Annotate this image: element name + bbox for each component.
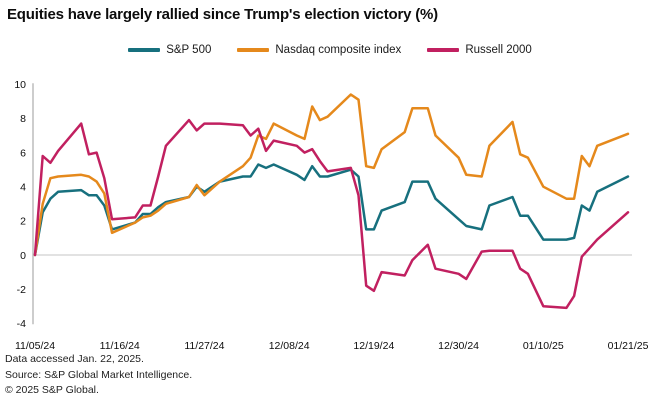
- series-lines: [33, 93, 630, 310]
- x-tick-label: 11/27/24: [184, 340, 224, 352]
- y-tick-label: 10: [14, 79, 26, 91]
- y-tick-label: 4: [20, 182, 26, 194]
- footnote-data-accessed: Data accessed Jan. 22, 2025.: [5, 353, 144, 365]
- chart-footnotes: Data accessed Jan. 22, 2025. Source: S&P…: [5, 352, 192, 399]
- x-tick-label: 01/10/25: [523, 340, 564, 352]
- y-tick-label: 0: [20, 250, 26, 262]
- legend-swatch-russell2000: [427, 48, 460, 52]
- x-tick-label: 12/08/24: [269, 340, 310, 352]
- y-tick-label: 6: [20, 147, 26, 159]
- x-tick-label: 12/19/24: [353, 340, 394, 352]
- sp500-line: [33, 163, 630, 257]
- y-tick-label: -4: [17, 318, 26, 330]
- x-tick-label: 01/21/25: [608, 340, 649, 352]
- chart-title: Equities have largely rallied since Trum…: [7, 6, 438, 23]
- legend-swatch-sp500: [128, 48, 161, 52]
- footnote-copyright: © 2025 S&P Global.: [5, 384, 99, 396]
- legend-item-russell2000: Russell 2000: [427, 44, 532, 56]
- x-tick-label: 11/16/24: [100, 340, 140, 352]
- x-tick-label: 11/05/24: [15, 340, 55, 352]
- y-axis-labels: 10 8 6 4 2 0 -2 -4: [14, 79, 26, 330]
- legend-label-sp500: S&P 500: [166, 44, 212, 56]
- x-axis-labels: 11/05/24 11/16/24 11/27/24 12/08/24 12/19/24…: [15, 340, 649, 352]
- y-tick-label: 2: [20, 216, 26, 228]
- chart-legend: S&P 500 Nasdaq composite index Russell 2…: [0, 44, 660, 56]
- y-tick-label: 8: [20, 113, 26, 125]
- legend-swatch-nasdaq: [237, 48, 270, 52]
- footnote-source: Source: S&P Global Market Intelligence.: [5, 368, 193, 381]
- legend-label-nasdaq: Nasdaq composite index: [275, 44, 402, 56]
- legend-label-russell2000: Russell 2000: [465, 44, 532, 56]
- y-tick-label: -2: [17, 284, 26, 296]
- x-tick-label: 12/30/24: [438, 340, 479, 352]
- nasdaq-line: [33, 93, 630, 257]
- legend-item-nasdaq: Nasdaq composite index: [237, 44, 401, 56]
- legend-item-sp500: S&P 500: [128, 44, 211, 56]
- russell2000-line: [33, 118, 630, 310]
